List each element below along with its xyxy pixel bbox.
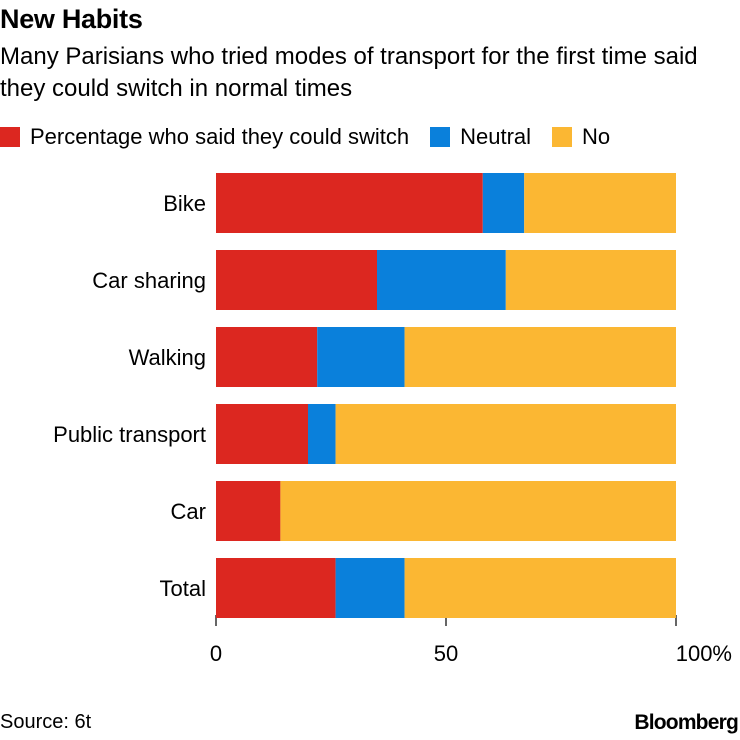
category-label-car: Car xyxy=(171,499,206,524)
legend-swatch-no xyxy=(552,127,573,147)
bloomberg-logo: Bloomberg xyxy=(634,711,738,734)
legend-item-neutral: Neutral xyxy=(430,124,531,150)
bar-bike-neutral xyxy=(482,173,525,233)
legend-item-switch: Percentage who said they could switch xyxy=(0,124,409,150)
legend-label-switch: Percentage who said they could switch xyxy=(30,124,410,149)
legend-swatch-neutral xyxy=(430,127,451,147)
category-labels: Bike Car sharing Walking Public transport Ca… xyxy=(53,191,206,601)
bar-public-transport-neutral xyxy=(308,404,336,464)
bar-walking-no xyxy=(404,327,676,387)
bar-total-neutral xyxy=(335,558,405,618)
x-tick-label-0: 0 xyxy=(210,641,222,666)
bar-total-no xyxy=(404,558,676,618)
bar-bike-no xyxy=(524,173,676,233)
legend-item-no: No xyxy=(552,124,610,150)
category-label-public-transport: Public transport xyxy=(53,422,206,447)
bar-car-no xyxy=(280,481,676,541)
category-label-walking: Walking xyxy=(129,345,206,370)
bars xyxy=(216,173,676,618)
legend: Percentage who said they could switch Ne… xyxy=(0,124,631,150)
bar-bike-switch xyxy=(216,173,483,233)
chart-subtitle: Many Parisians who tried modes of transp… xyxy=(0,43,698,102)
source-note: Source: 6t xyxy=(0,711,92,733)
legend-swatch-switch xyxy=(0,127,20,147)
bar-public-transport-no xyxy=(335,404,676,464)
chart-title: New Habits xyxy=(0,4,143,34)
bar-car-switch xyxy=(216,481,281,541)
bar-chart: 0 50 100% Bike Car sharing Walking Public tra… xyxy=(53,173,732,666)
category-label-total: Total xyxy=(160,576,206,601)
x-tick-label-100: 100% xyxy=(676,641,732,666)
category-label-bike: Bike xyxy=(163,191,206,216)
legend-label-neutral: Neutral xyxy=(460,124,532,149)
bar-walking-neutral xyxy=(317,327,405,387)
legend-label-no: No xyxy=(582,124,611,149)
bar-car-sharing-no xyxy=(505,250,676,310)
bar-total-switch xyxy=(216,558,336,618)
bar-walking-switch xyxy=(216,327,318,387)
x-axis: 0 50 100% xyxy=(210,615,732,666)
bar-car-sharing-neutral xyxy=(377,250,506,310)
x-tick-label-50: 50 xyxy=(434,641,458,666)
bar-public-transport-switch xyxy=(216,404,308,464)
bar-car-sharing-switch xyxy=(216,250,377,310)
category-label-car-sharing: Car sharing xyxy=(92,268,206,293)
